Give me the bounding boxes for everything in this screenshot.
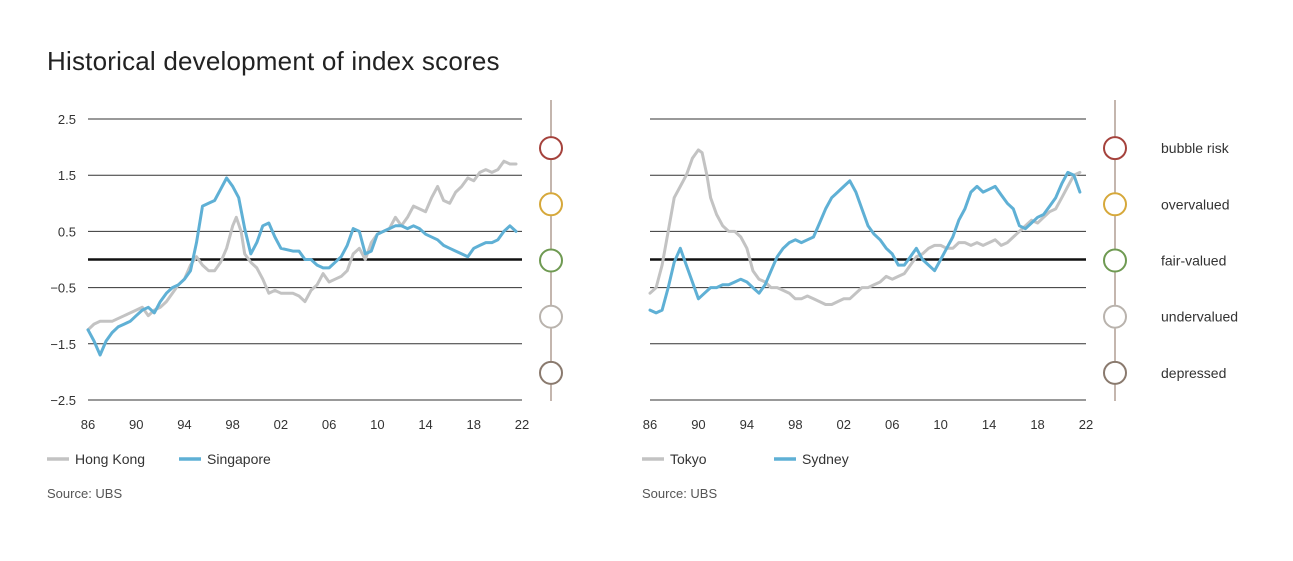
legend-label: Tokyo bbox=[670, 451, 707, 467]
category-label: bubble risk bbox=[1161, 140, 1230, 156]
category-marker bbox=[540, 250, 562, 272]
x-tick-label: 98 bbox=[788, 417, 802, 432]
x-tick-label: 90 bbox=[129, 417, 143, 432]
x-tick-label: 22 bbox=[1079, 417, 1093, 432]
y-tick-label: 1.5 bbox=[58, 168, 76, 183]
x-tick-label: 86 bbox=[643, 417, 657, 432]
y-tick-label: −0.5 bbox=[50, 281, 76, 296]
x-tick-label: 14 bbox=[418, 417, 432, 432]
x-tick-label: 22 bbox=[515, 417, 529, 432]
y-tick-label: 0.5 bbox=[58, 224, 76, 239]
x-tick-label: 86 bbox=[81, 417, 95, 432]
y-tick-label: −2.5 bbox=[50, 393, 76, 408]
y-tick-label: 2.5 bbox=[58, 112, 76, 127]
source-note: Source: UBS bbox=[642, 486, 717, 501]
x-tick-label: 10 bbox=[370, 417, 384, 432]
index-scores-figure: 2.5 1.5 0.5 −0.5 −1.5 −2.5 86 90 94 98 02 06 10 14 18 2… bbox=[0, 0, 1293, 561]
category-marker bbox=[540, 193, 562, 215]
category-marker bbox=[1104, 362, 1126, 384]
legend-label: Sydney bbox=[802, 451, 849, 467]
series-line-sydney bbox=[650, 172, 1080, 313]
x-tick-label: 14 bbox=[982, 417, 996, 432]
series-line-singapore bbox=[88, 178, 516, 355]
category-marker bbox=[1104, 250, 1126, 272]
category-label: overvalued bbox=[1161, 196, 1230, 212]
category-label: fair-valued bbox=[1161, 253, 1226, 269]
x-tick-label: 06 bbox=[322, 417, 336, 432]
x-tick-label: 06 bbox=[885, 417, 899, 432]
series-line-tokyo bbox=[650, 150, 1080, 305]
x-tick-label: 02 bbox=[837, 417, 851, 432]
category-label: depressed bbox=[1161, 365, 1226, 381]
category-marker bbox=[1104, 137, 1126, 159]
x-tick-label: 18 bbox=[467, 417, 481, 432]
series-line-hong-kong bbox=[88, 161, 516, 330]
category-marker bbox=[540, 306, 562, 328]
x-tick-label: 94 bbox=[740, 417, 754, 432]
category-marker bbox=[1104, 193, 1126, 215]
x-tick-label: 94 bbox=[177, 417, 191, 432]
legend-label: Singapore bbox=[207, 451, 271, 467]
legend-label: Hong Kong bbox=[75, 451, 145, 467]
category-label: undervalued bbox=[1161, 309, 1238, 325]
x-tick-label: 90 bbox=[691, 417, 705, 432]
category-marker bbox=[540, 137, 562, 159]
x-tick-label: 98 bbox=[225, 417, 239, 432]
x-tick-label: 10 bbox=[933, 417, 947, 432]
y-tick-label: −1.5 bbox=[50, 337, 76, 352]
category-marker bbox=[540, 362, 562, 384]
x-tick-label: 02 bbox=[274, 417, 288, 432]
x-tick-label: 18 bbox=[1030, 417, 1044, 432]
source-note: Source: UBS bbox=[47, 486, 122, 501]
category-marker bbox=[1104, 306, 1126, 328]
